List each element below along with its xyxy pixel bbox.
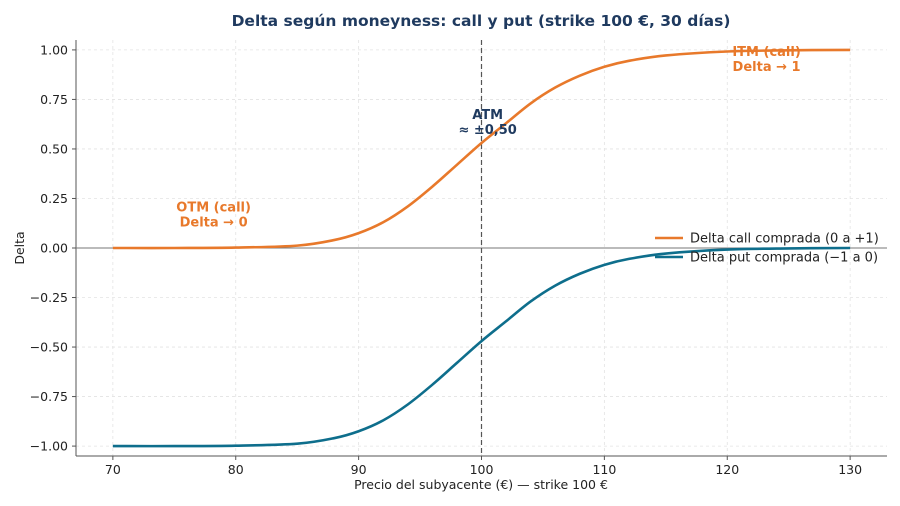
- x-tick-label: 110: [592, 462, 616, 477]
- y-tick-label: −0.50: [30, 340, 68, 355]
- series-lines: [112, 48, 851, 448]
- y-tick-label: −1.00: [30, 439, 68, 454]
- x-tick-label: 120: [715, 462, 739, 477]
- x-axis-label: Precio del subyacente (€) — strike 100 €: [354, 477, 608, 492]
- annotation-text: ATM: [472, 108, 503, 123]
- y-tick-label: −0.25: [30, 290, 68, 305]
- y-axis-label: Delta: [12, 231, 27, 264]
- y-tick-label: 1.00: [40, 42, 68, 57]
- series-line-put: [112, 246, 851, 448]
- legend: Delta call comprada (0 a +1) Delta put co…: [655, 232, 879, 266]
- annotation-text: ITM (call): [732, 45, 800, 60]
- annotation-text: Delta → 0: [180, 215, 248, 230]
- x-tick-label: 80: [228, 462, 244, 477]
- x-tick-label: 130: [838, 462, 862, 477]
- annotation-text: Delta → 1: [733, 60, 801, 75]
- x-tick-label: 100: [470, 462, 494, 477]
- chart-title: Delta según moneyness: call y put (strik…: [232, 12, 731, 30]
- x-tick-label: 70: [105, 462, 121, 477]
- y-tick-label: −0.75: [30, 389, 68, 404]
- annotations: OTM (call)Delta → 0 ATM≈ ±0,50 ITM (call)D…: [176, 45, 801, 231]
- legend-label: Delta call comprada (0 a +1): [690, 232, 879, 247]
- annotation-text: OTM (call): [176, 200, 251, 215]
- x-tick-label: 90: [351, 462, 367, 477]
- y-tick-label: 0.75: [40, 92, 68, 107]
- y-tick-label: 0.25: [40, 191, 68, 206]
- series-line-call: [112, 48, 851, 250]
- y-axis-ticks: −1.00 −0.75 −0.50 −0.25 0.00 0.25 0.50 0.75 1.00: [30, 42, 76, 454]
- y-tick-label: 0.50: [40, 141, 68, 156]
- x-axis-ticks: 70 80 90 100 110 120 130: [105, 456, 862, 477]
- y-tick-label: 0.00: [40, 241, 68, 256]
- annotation-text: ≈ ±0,50: [458, 123, 516, 138]
- legend-label: Delta put comprada (−1 a 0): [690, 251, 878, 266]
